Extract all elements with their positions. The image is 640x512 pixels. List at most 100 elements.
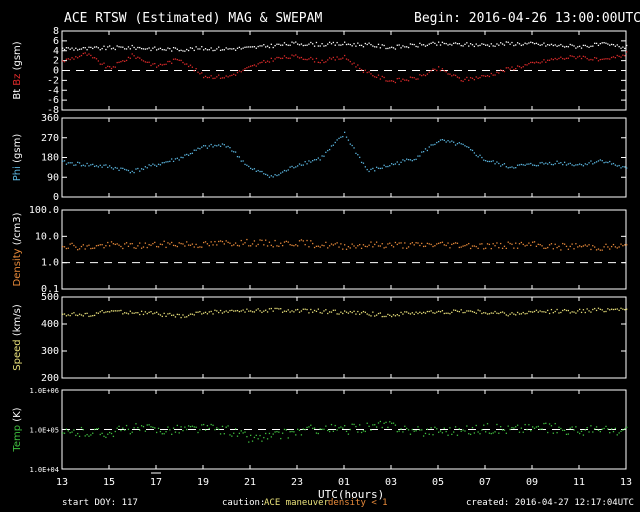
data-point-phi xyxy=(265,173,267,176)
data-point-temp xyxy=(422,435,425,437)
data-point-bt xyxy=(218,46,220,48)
data-point-bt xyxy=(133,46,135,49)
data-point-bz xyxy=(543,59,545,61)
data-point-bt xyxy=(157,48,160,50)
data-point-bt xyxy=(255,47,257,49)
data-point-bt xyxy=(199,48,201,50)
data-point-temp xyxy=(488,432,491,434)
data-point-density xyxy=(548,244,551,246)
data-point-speed xyxy=(257,308,259,310)
data-point-phi xyxy=(609,160,611,163)
data-point-density xyxy=(586,245,588,247)
data-point-phi xyxy=(387,165,389,168)
data-point-bz xyxy=(199,73,201,75)
data-point-density xyxy=(280,242,282,244)
data-point-temp xyxy=(543,422,545,425)
data-point-bt xyxy=(231,48,233,50)
data-point-bt xyxy=(398,44,400,46)
data-point-density xyxy=(172,244,175,247)
data-point-bt xyxy=(184,50,186,52)
data-point-speed xyxy=(161,315,163,318)
data-point-phi xyxy=(75,164,77,166)
data-point-bt xyxy=(101,47,103,50)
data-point-density xyxy=(223,243,225,245)
data-point-speed xyxy=(562,309,564,312)
data-point-density xyxy=(533,241,536,243)
data-point-density xyxy=(347,246,350,248)
data-point-bt xyxy=(306,44,308,46)
data-point-speed xyxy=(426,310,429,313)
data-point-temp xyxy=(603,427,605,430)
data-point-bz xyxy=(383,76,385,79)
data-point-bz xyxy=(624,55,626,57)
data-point-speed xyxy=(485,312,487,314)
data-point-density xyxy=(334,243,336,245)
data-point-bt xyxy=(328,41,331,44)
data-point-bz xyxy=(276,56,278,59)
data-point-bz xyxy=(195,67,197,70)
data-point-density xyxy=(82,244,84,246)
data-point-speed xyxy=(259,310,261,312)
data-point-temp xyxy=(304,428,306,431)
data-point-phi xyxy=(112,168,115,170)
data-point-bt xyxy=(250,46,252,48)
data-point-phi xyxy=(206,147,209,149)
data-point-density xyxy=(216,244,218,246)
data-point-bt xyxy=(569,43,571,46)
start-doy: start DOY: 117 xyxy=(62,498,138,508)
data-point-bz xyxy=(430,70,432,72)
data-point-bt xyxy=(342,43,344,46)
data-point-temp xyxy=(359,424,361,426)
data-point-bz xyxy=(362,71,365,73)
data-point-bz xyxy=(359,67,361,70)
data-point-density xyxy=(580,246,583,248)
data-point-speed xyxy=(594,307,596,310)
data-point-bz xyxy=(210,75,212,77)
data-point-bt xyxy=(520,44,523,47)
data-point-density xyxy=(321,244,323,246)
data-point-density xyxy=(133,247,135,249)
data-point-phi xyxy=(362,162,365,164)
data-point-density xyxy=(451,243,453,246)
data-point-phi xyxy=(156,165,158,167)
data-point-density xyxy=(109,245,111,247)
data-point-phi xyxy=(263,173,265,175)
data-point-density xyxy=(501,247,504,249)
data-point-density xyxy=(515,242,517,244)
data-point-density xyxy=(503,245,506,247)
data-point-bz xyxy=(468,79,470,82)
data-point-speed xyxy=(449,313,451,315)
data-point-density xyxy=(116,243,118,245)
data-point-temp xyxy=(306,426,308,429)
data-point-speed xyxy=(516,311,519,314)
data-point-temp xyxy=(221,425,224,428)
data-point-bz xyxy=(67,58,69,60)
data-point-density xyxy=(458,246,460,249)
data-point-bt xyxy=(208,49,210,51)
data-point-speed xyxy=(250,310,252,312)
data-point-bt xyxy=(582,44,585,47)
data-point-density xyxy=(105,245,107,247)
data-point-density xyxy=(129,243,131,245)
data-point-speed xyxy=(392,314,395,316)
data-point-density xyxy=(607,246,609,248)
data-point-speed xyxy=(218,311,220,314)
data-point-bt xyxy=(626,44,628,47)
data-point-speed xyxy=(547,309,549,312)
data-point-density xyxy=(274,239,276,242)
data-point-bt xyxy=(233,48,235,50)
data-point-speed xyxy=(255,309,257,311)
data-point-phi xyxy=(357,154,359,156)
data-point-phi xyxy=(110,167,113,169)
x-tick-label: 17 xyxy=(150,477,162,488)
data-point-density xyxy=(201,246,203,248)
data-point-phi xyxy=(297,165,299,167)
data-point-speed xyxy=(456,310,459,312)
data-point-temp xyxy=(169,429,171,431)
data-point-phi xyxy=(535,165,538,167)
data-point-speed xyxy=(486,313,489,315)
data-point-speed xyxy=(187,314,190,317)
y-tick-label: 0.1 xyxy=(41,284,59,295)
data-point-phi xyxy=(109,165,111,167)
